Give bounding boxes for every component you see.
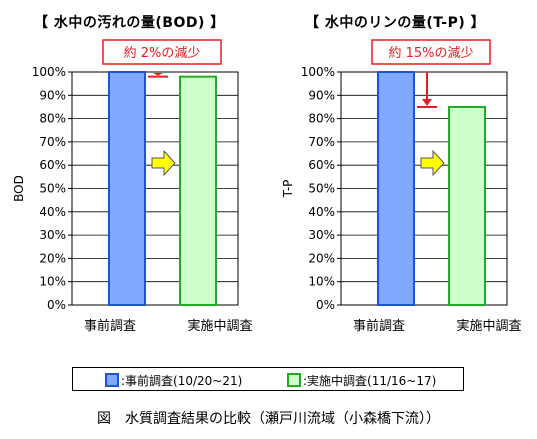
x-category-label: 実施中調査 (456, 318, 521, 334)
x-category-label: 事前調査 (353, 318, 405, 334)
bar-during (179, 75, 217, 306)
y-tick-label: 100% (301, 65, 335, 79)
annotation-text: 約 2%の減少 (124, 45, 201, 61)
y-tick-label: 10% (308, 275, 335, 289)
bar-before (108, 71, 146, 306)
y-tick-label: 30% (308, 228, 335, 242)
y-tick-label: 20% (308, 251, 335, 265)
y-tick-label: 40% (39, 205, 66, 219)
y-tick-label: 60% (39, 158, 66, 172)
legend-swatch-during (287, 373, 301, 387)
yellow-arrow-icon (420, 149, 445, 177)
decrease-arrow-head (153, 73, 163, 76)
y-tick-label: 60% (308, 158, 335, 172)
legend-swatch-before (105, 373, 119, 387)
y-tick-label: 30% (39, 228, 66, 242)
legend-label-during: :実施中調査(11/16~17) (303, 373, 437, 388)
y-tick-label: 70% (308, 135, 335, 149)
annotation-box (102, 39, 222, 65)
decrease-arrow-head (422, 98, 432, 106)
annotation-box (371, 39, 491, 65)
chart-2-title: 【 水中のリンの量(T-P) 】 (305, 15, 486, 31)
y-tick-label: 100% (32, 65, 66, 79)
figure-caption: 図 水質調査結果の比較（瀬戸川流域（小森橋下流）） (97, 411, 440, 427)
legend-item-during: :実施中調査(11/16~17) (287, 372, 436, 388)
bar-during (448, 105, 486, 306)
yellow-arrow-icon (151, 149, 176, 177)
y-tick-label: 10% (39, 275, 66, 289)
legend: :事前調査(10/20~21) :実施中調査(11/16~17) (72, 367, 464, 391)
bar-before (377, 71, 415, 306)
legend-item-before: :事前調査(10/20~21) (105, 372, 242, 388)
legend-label-before: :事前調査(10/20~21) (121, 373, 243, 388)
y-axis-label: T-P (281, 180, 295, 199)
y-tick-label: 80% (39, 112, 66, 126)
x-category-label: 事前調査 (84, 318, 136, 334)
y-tick-label: 40% (308, 205, 335, 219)
y-tick-label: 50% (308, 182, 335, 196)
annotation-text: 約 15%の減少 (388, 45, 473, 61)
y-tick-label: 0% (316, 298, 335, 312)
y-tick-label: 20% (39, 251, 66, 265)
y-tick-label: 80% (308, 112, 335, 126)
y-tick-label: 90% (308, 88, 335, 102)
y-tick-label: 70% (39, 135, 66, 149)
y-tick-label: 0% (47, 298, 66, 312)
y-tick-label: 50% (39, 182, 66, 196)
chart-2-tp: 0% 10% 20% 30% 40% 50% 60% 70% 80% 90% 100% T-P 事前調査… (281, 39, 522, 334)
chart-1-title: 【 水中の汚れの量(BOD) 】 (34, 15, 225, 31)
y-tick-label: 90% (39, 88, 66, 102)
y-axis-label: BOD (12, 175, 26, 202)
chart-1-bod: 0% 10% 20% 30% 40% 50% 60% 70% 80% 90% 100% BOD 事前調査… (12, 39, 253, 334)
x-category-label: 実施中調査 (187, 318, 252, 334)
